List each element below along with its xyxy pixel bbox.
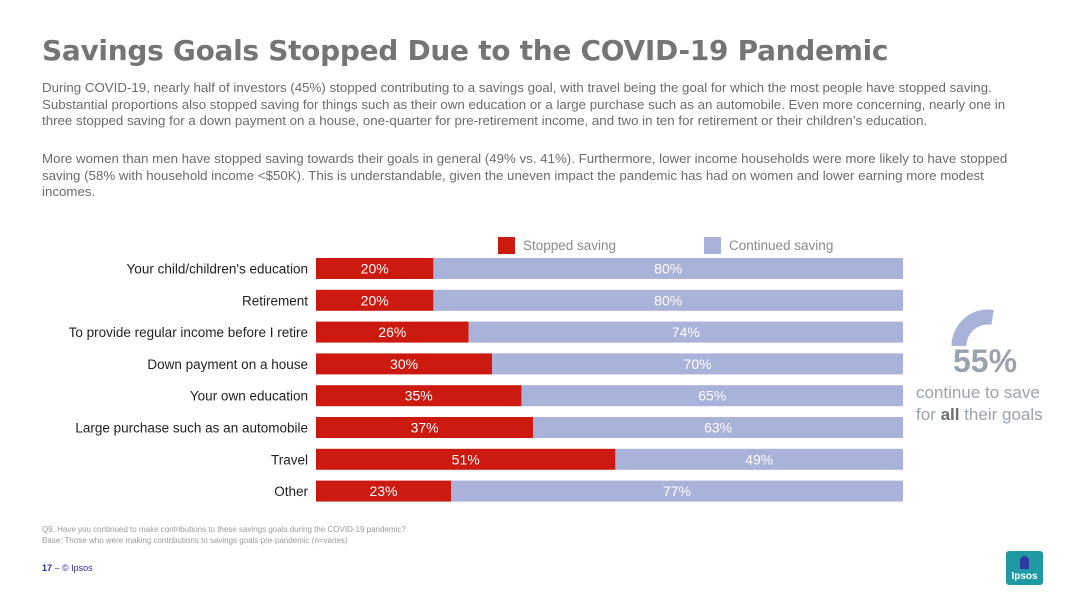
page-footer: 17 – © Ipsos <box>42 563 93 573</box>
legend-continued-swatch <box>704 236 721 254</box>
page-number: 17 <box>42 563 53 573</box>
detail-paragraph: More women than men have stopped saving … <box>42 151 1008 199</box>
base-footnote: Base: Those who were making contribution… <box>42 536 348 545</box>
legend-stopped-swatch <box>498 236 515 254</box>
bar-continued <box>492 353 903 375</box>
data-label-stopped: 23% <box>369 483 397 499</box>
legend-stopped-label: Stopped saving <box>523 237 617 253</box>
data-label-stopped: 30% <box>390 356 418 372</box>
gauge-arc <box>951 309 994 347</box>
bar-continued <box>468 321 903 343</box>
logo-mark-icon <box>1020 556 1029 569</box>
category-label: Your own education <box>190 389 308 404</box>
data-label-stopped: 26% <box>378 324 406 340</box>
question-footnote: Q9. Have you continued to make contribut… <box>42 525 406 534</box>
bar-stopped <box>316 480 452 502</box>
bar-continued <box>615 448 903 470</box>
ipsos-logo: Ipsos <box>1006 551 1043 585</box>
data-label-continued: 80% <box>654 292 682 308</box>
data-label-stopped: 51% <box>452 451 480 467</box>
data-label-stopped: 20% <box>361 261 389 277</box>
footer-separator: – <box>52 563 63 573</box>
intro-paragraph: During COVID-19, nearly half of investor… <box>42 80 1006 128</box>
category-label: Large purchase such as an automobile <box>75 421 308 436</box>
category-label: Your child/children's education <box>127 262 308 277</box>
data-label-stopped: 37% <box>411 420 439 436</box>
logo-text: Ipsos <box>1011 571 1038 582</box>
bar-stopped <box>316 448 616 470</box>
bar-continued <box>433 289 903 311</box>
category-label: Travel <box>271 452 308 467</box>
legend-continued-label: Continued saving <box>729 237 834 253</box>
category-label: To provide regular income before I retir… <box>69 325 308 340</box>
category-label: Down payment on a house <box>147 357 308 372</box>
gauge-caption-prefix: for <box>916 405 941 424</box>
bar-stopped <box>316 417 534 438</box>
data-label-stopped: 20% <box>361 292 389 308</box>
legend-continued: Continued saving <box>704 236 833 254</box>
data-label-continued: 49% <box>745 451 773 467</box>
bar-continued <box>451 480 903 502</box>
gauge-value: 55% <box>953 343 1018 379</box>
data-label-continued: 63% <box>704 420 732 436</box>
bar-stopped <box>316 385 522 407</box>
gauge-caption-line2: for all their goals <box>916 404 1066 426</box>
bar-continued <box>433 258 903 279</box>
data-label-continued: 77% <box>663 483 691 499</box>
page-title: Savings Goals Stopped Due to the COVID-1… <box>42 34 889 67</box>
gauge-caption-line1: continue to save <box>916 383 1040 402</box>
bar-stopped <box>316 289 434 311</box>
copyright-text: © Ipsos <box>62 563 93 573</box>
bar-continued <box>521 385 903 407</box>
data-label-continued: 74% <box>672 324 700 340</box>
data-label-stopped: 35% <box>405 388 433 404</box>
gauge-caption-bold: all <box>940 405 960 424</box>
bar-stopped <box>316 321 469 343</box>
category-label: Other <box>274 484 308 499</box>
bar-continued <box>533 417 903 438</box>
legend-stopped: Stopped saving <box>498 236 616 254</box>
data-label-continued: 65% <box>698 388 726 404</box>
bar-stopped <box>316 353 493 375</box>
data-label-continued: 70% <box>684 356 712 372</box>
category-label: Retirement <box>242 293 308 308</box>
data-label-continued: 80% <box>654 261 682 277</box>
bar-stopped <box>316 258 434 279</box>
gauge-caption-suffix: their goals <box>959 405 1043 424</box>
gauge-arc-icon <box>951 309 994 347</box>
stacked-bar-chart: Your child/children's education 20% 80% Ret… <box>69 258 903 502</box>
